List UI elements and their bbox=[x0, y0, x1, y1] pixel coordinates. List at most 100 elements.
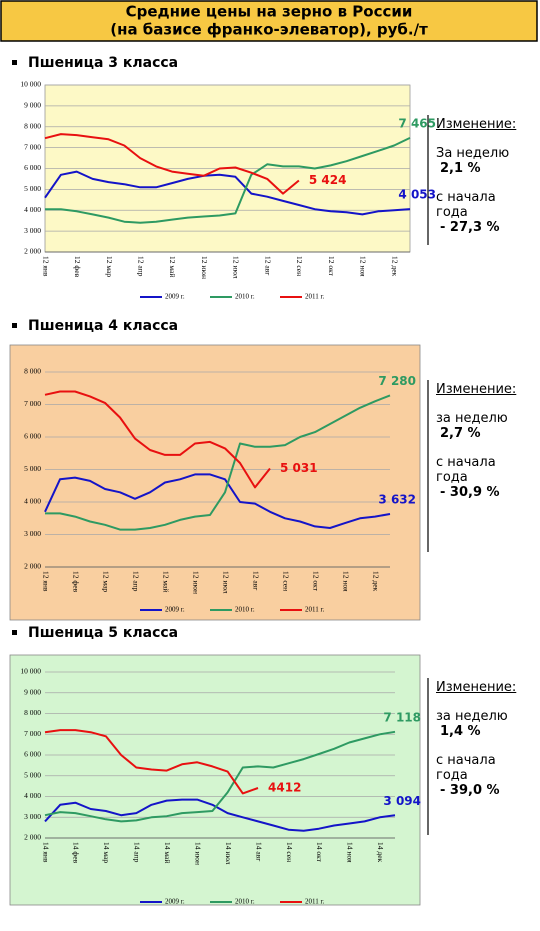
x-tick-label: 14 фев bbox=[72, 842, 81, 864]
chart-area bbox=[9, 654, 421, 906]
change-heading: Изменение: bbox=[436, 382, 517, 397]
legend-label: 2011 г. bbox=[305, 898, 325, 906]
value-label: 5 031 bbox=[280, 461, 318, 475]
y-tick-label: 10 000 bbox=[20, 667, 41, 676]
x-tick-label: 14 апр bbox=[133, 842, 142, 863]
x-tick-label: 12 янв bbox=[41, 256, 50, 277]
x-tick-label: 12 мар bbox=[101, 571, 110, 592]
y-tick-label: 8 000 bbox=[24, 367, 41, 376]
value-label: 3 094 bbox=[383, 794, 421, 808]
legend-label: 2009 г. bbox=[165, 898, 185, 906]
x-tick-label: 12 май bbox=[168, 256, 177, 277]
y-tick-label: 10 000 bbox=[20, 80, 41, 89]
legend-label: 2009 г. bbox=[165, 293, 185, 301]
bullet bbox=[12, 323, 17, 328]
x-tick-label: 12 апр bbox=[136, 256, 145, 277]
y-tick-label: 9 000 bbox=[24, 101, 41, 110]
x-tick-label: 12 дек bbox=[390, 256, 399, 277]
week-label: За неделю bbox=[436, 146, 510, 161]
x-tick-label: 12 фев bbox=[73, 256, 82, 278]
week-value: 1,4 % bbox=[440, 724, 481, 739]
ytd-label: с начала года bbox=[436, 753, 496, 783]
value-label: 4 053 bbox=[398, 188, 436, 202]
legend-label: 2011 г. bbox=[305, 606, 325, 614]
change-heading: Изменение: bbox=[436, 117, 517, 132]
x-tick-label: 12 окт bbox=[327, 256, 336, 277]
y-tick-label: 7 000 bbox=[24, 729, 41, 738]
y-tick-label: 2 000 bbox=[24, 247, 41, 256]
x-tick-label: 12 мар bbox=[105, 256, 114, 277]
x-tick-label: 12 авг bbox=[251, 571, 260, 590]
x-tick-label: 14 дек bbox=[376, 842, 385, 863]
x-tick-label: 14 янв bbox=[41, 842, 50, 863]
week-label: за неделю bbox=[436, 709, 508, 724]
ytd-label: с начала года bbox=[436, 190, 496, 220]
x-tick-label: 12 апр bbox=[131, 571, 140, 592]
x-tick-label: 14 ноя bbox=[346, 842, 355, 863]
x-tick-label: 12 сен bbox=[281, 571, 290, 591]
chart-area bbox=[9, 344, 421, 621]
chart-title: Пшеница 4 класса bbox=[28, 318, 178, 334]
bullet bbox=[12, 630, 17, 635]
series-line bbox=[45, 394, 391, 531]
value-label: 3 632 bbox=[378, 492, 416, 506]
x-tick-label: 12 окт bbox=[311, 571, 320, 592]
y-tick-label: 6 000 bbox=[24, 163, 41, 172]
y-tick-label: 4 000 bbox=[24, 791, 41, 800]
y-tick-label: 8 000 bbox=[24, 708, 41, 717]
y-tick-label: 2 000 bbox=[24, 833, 41, 842]
legend-label: 2010 г. bbox=[235, 898, 255, 906]
ytd-label: с начала года bbox=[436, 455, 496, 485]
change-panel: Изменение: за неделю 1,4 % с начала года - 3… bbox=[436, 680, 536, 798]
x-tick-label: 12 дек bbox=[371, 571, 380, 592]
series-line bbox=[44, 473, 391, 529]
chart-title: Пшеница 5 класса bbox=[28, 625, 178, 641]
y-tick-label: 5 000 bbox=[24, 184, 41, 193]
series-line bbox=[44, 133, 300, 195]
value-label: 4412 bbox=[268, 780, 301, 794]
series-line bbox=[44, 730, 396, 823]
ytd-value: - 30,9 % bbox=[440, 485, 500, 500]
y-tick-label: 3 000 bbox=[24, 812, 41, 821]
series-line bbox=[44, 170, 411, 216]
legend-label: 2010 г. bbox=[235, 293, 255, 301]
x-tick-label: 14 июл bbox=[224, 842, 233, 865]
week-value: 2,7 % bbox=[440, 426, 481, 441]
change-heading: Изменение: bbox=[436, 680, 517, 695]
y-tick-label: 3 000 bbox=[24, 226, 41, 235]
bullet bbox=[12, 60, 17, 65]
legend-label: 2011 г. bbox=[305, 293, 325, 301]
x-tick-label: 12 авг bbox=[263, 256, 272, 275]
x-tick-label: 14 мар bbox=[102, 842, 111, 863]
y-tick-label: 5 000 bbox=[24, 464, 41, 473]
value-label: 7 465 bbox=[398, 116, 436, 130]
header-title: Средние цены на зерно в России bbox=[126, 3, 413, 21]
x-tick-label: 12 янв bbox=[41, 571, 50, 592]
x-tick-label: 12 июн bbox=[191, 571, 200, 594]
x-tick-label: 12 июл bbox=[221, 571, 230, 594]
header-subtitle: (на базисе франко-элеватор), руб./т bbox=[110, 21, 428, 39]
x-tick-label: 12 май bbox=[161, 571, 170, 592]
change-panel: Изменение: за неделю 2,7 % с начала года - 3… bbox=[436, 382, 536, 500]
series-line bbox=[44, 798, 396, 832]
x-tick-label: 12 июн bbox=[200, 256, 209, 279]
y-tick-label: 6 000 bbox=[24, 432, 41, 441]
y-tick-label: 8 000 bbox=[24, 121, 41, 130]
y-tick-label: 4 000 bbox=[24, 497, 41, 506]
y-tick-label: 6 000 bbox=[24, 750, 41, 759]
ytd-value: - 27,3 % bbox=[440, 220, 500, 235]
x-tick-label: 12 июл bbox=[232, 256, 241, 279]
x-tick-label: 14 авг bbox=[254, 842, 263, 861]
x-tick-label: 14 сен bbox=[285, 842, 294, 862]
value-label: 5 424 bbox=[309, 173, 347, 187]
change-panel: Изменение: За неделю 2,1 % с начала года - 2… bbox=[436, 117, 536, 235]
week-label: за неделю bbox=[436, 411, 508, 426]
ytd-value: - 39,0 % bbox=[440, 783, 500, 798]
series-line bbox=[45, 136, 411, 224]
y-tick-label: 3 000 bbox=[24, 529, 41, 538]
x-tick-label: 12 сен bbox=[295, 256, 304, 276]
series-line bbox=[44, 729, 259, 795]
y-tick-label: 2 000 bbox=[24, 562, 41, 571]
